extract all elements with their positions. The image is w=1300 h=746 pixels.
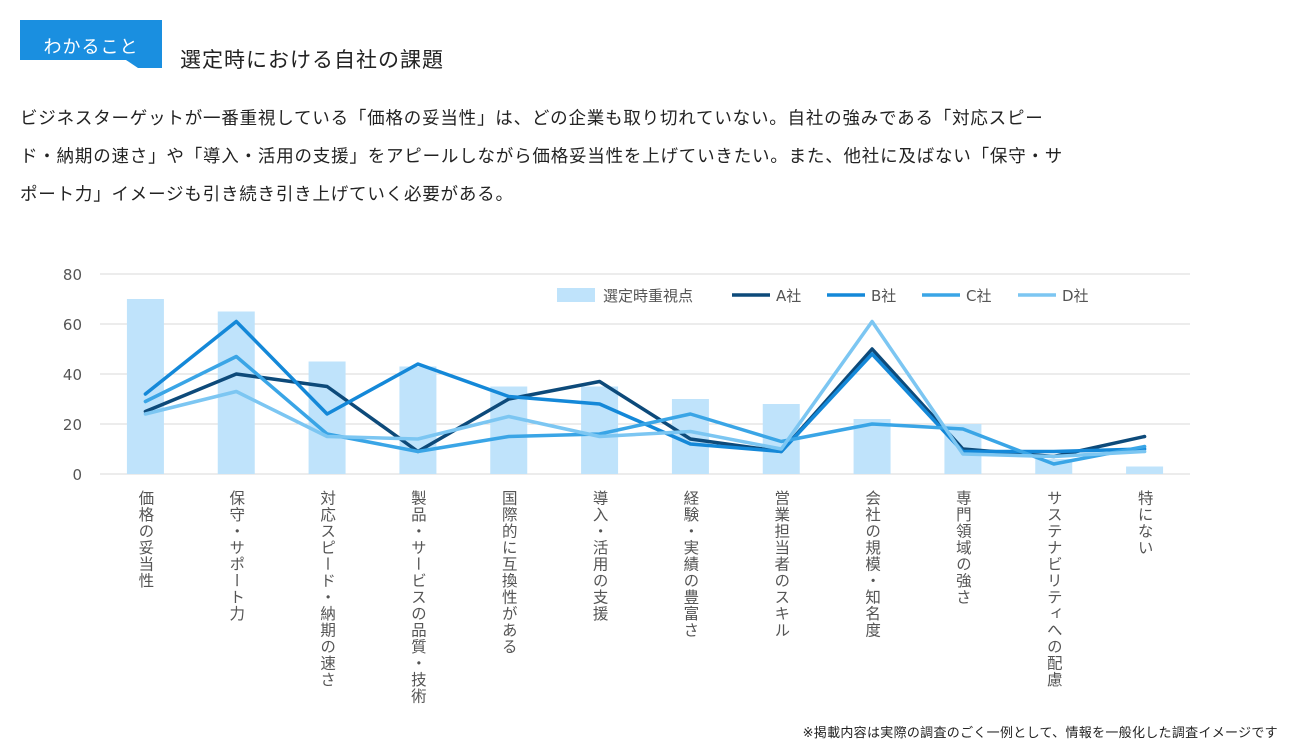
y-tick-label-80: 80 — [63, 266, 82, 284]
legend-label-2: C社 — [966, 287, 991, 305]
x-tick-label-3: 製品・サービスの品質・技術 — [409, 490, 427, 705]
y-tick-label-20: 20 — [63, 416, 82, 434]
y-tick-label-40: 40 — [63, 366, 82, 384]
bar-8 — [853, 419, 891, 474]
page-title: 選定時における自社の課題 — [180, 48, 444, 72]
bar-4 — [490, 386, 528, 474]
legend-label-3: D社 — [1062, 287, 1089, 305]
description-line-3: ポート力」イメージも引き続き引き上げていく必要がある。 — [20, 185, 514, 205]
legend-label-bar: 選定時重視点 — [603, 287, 693, 305]
x-tick-label-9: 専門領域の強さ — [954, 490, 972, 606]
x-tick-label-8: 会社の規模・知名度 — [863, 490, 881, 639]
x-tick-label-5: 導入・活用の支援 — [591, 490, 609, 623]
combo-chart: 0 20 40 60 80 価格の妥当性 保守・サポート力 対応スピード・納期の速さ 製品・サー… — [63, 266, 1190, 705]
legend-swatch-bar — [557, 288, 595, 302]
footnote: ※掲載内容は実際の調査のごく一例として、情報を一般化した調査イメージです — [802, 726, 1278, 741]
tag-background — [20, 20, 162, 68]
bar-11 — [1126, 466, 1164, 474]
bar-3 — [399, 366, 437, 474]
series-line-2 — [143, 354, 1147, 466]
description-line-2: ド・納期の速さ」や「導入・活用の支援」をアピールしながら価格妥当性を上げていきた… — [20, 147, 1064, 167]
x-tick-label-0: 価格の妥当性 — [136, 490, 154, 589]
tag-label: わかること — [43, 37, 139, 58]
x-tick-label-7: 営業担当者のスキル — [772, 490, 790, 639]
x-tick-label-6: 経験・実績の豊富さ — [681, 490, 699, 639]
bar-6 — [671, 399, 709, 474]
legend-label-0: A社 — [776, 287, 801, 305]
bar-0 — [126, 299, 164, 474]
series-line-1 — [143, 319, 1147, 454]
y-tick-label-0: 0 — [72, 466, 82, 484]
legend-label-1: B社 — [871, 287, 896, 305]
x-tick-label-10: サステナビリティへの配慮 — [1045, 490, 1063, 688]
bar-2 — [308, 361, 346, 474]
x-tick-label-2: 対応スピード・納期の速さ — [318, 490, 336, 688]
x-tick-label-11: 特にない — [1136, 490, 1154, 556]
x-tick-label-1: 保守・サポート力 — [227, 490, 245, 623]
section-tag: わかること — [20, 20, 162, 68]
x-tick-label-4: 国際的に互換性がある — [500, 490, 518, 655]
description: ビジネスターゲットが一番重視している「価格の妥当性」は、どの企業も取り切れていな… — [20, 100, 1190, 214]
y-tick-label-60: 60 — [63, 316, 82, 334]
description-line-1: ビジネスターゲットが一番重視している「価格の妥当性」は、どの企業も取り切れていな… — [20, 109, 1044, 129]
series-line-3 — [143, 319, 1147, 459]
